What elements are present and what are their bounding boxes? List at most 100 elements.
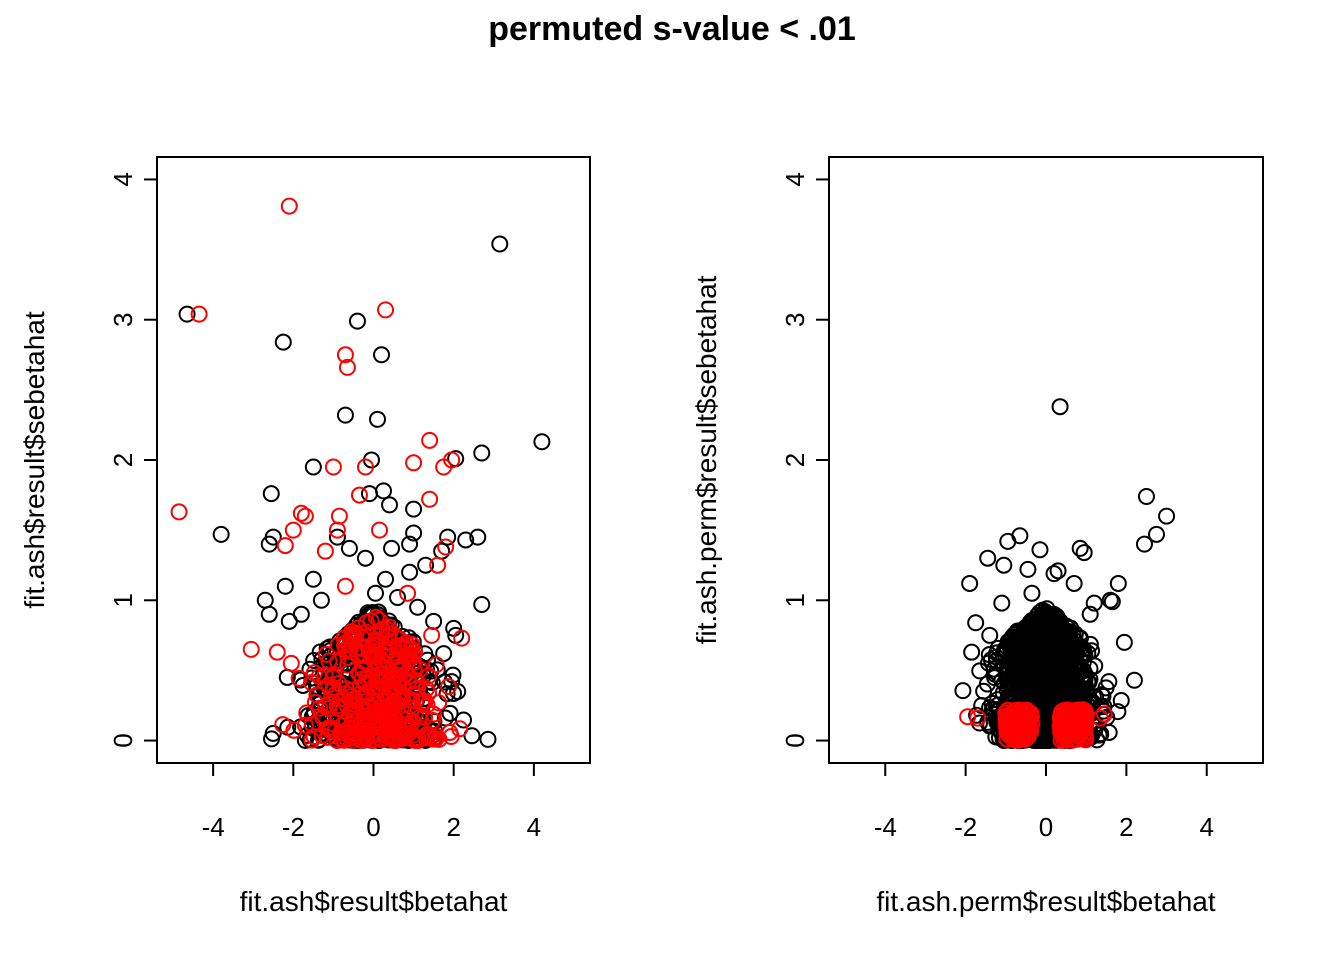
left-non-significant-point (304, 570, 322, 588)
left-y-axis: 0 1 2 3 4 (108, 172, 157, 748)
left-significant-point (350, 486, 368, 504)
right-non-significant-point (1000, 658, 1018, 676)
left-non-significant-point (336, 406, 354, 424)
right-significant-point (1063, 723, 1081, 741)
left-significant-point (373, 620, 391, 638)
right-significant-point (1075, 726, 1093, 744)
right-x-tick-label: 2 (1119, 812, 1133, 842)
left-significant-point (325, 678, 343, 696)
left-significant-point (190, 305, 208, 323)
left-non-significant-point (417, 556, 435, 574)
left-significant-point (397, 689, 415, 707)
left-significant-point (305, 728, 323, 746)
left-non-significant-point (304, 458, 322, 476)
right-non-significant-point (1071, 639, 1089, 657)
right-significant-point (1060, 704, 1078, 722)
left-significant-point (387, 693, 405, 711)
right-non-significant-point (1135, 535, 1153, 553)
right-non-significant-point (1081, 660, 1099, 678)
left-x-tick-label: 0 (366, 812, 380, 842)
left-significant-point (330, 674, 348, 692)
left-x-axis-label: fit.ash$result$betahat (240, 886, 508, 917)
left-y-tick-label: 2 (108, 453, 138, 467)
right-non-significant-point (1020, 665, 1038, 683)
left-y-tick-label: 0 (108, 733, 138, 747)
left-significant-point (337, 641, 355, 659)
left-significant-point (400, 722, 418, 740)
right-non-significant-point (1125, 671, 1143, 689)
left-significant-point (329, 653, 347, 671)
right-non-significant-point (1031, 541, 1049, 559)
left-significant-point (380, 665, 398, 683)
right-significant-point (969, 709, 987, 727)
left-non-significant-point (469, 528, 487, 546)
left-significant-point (426, 730, 444, 748)
right-non-significant-point (1051, 398, 1069, 416)
left-significant-point (317, 697, 335, 715)
left-non-significant-point (373, 346, 391, 364)
right-non-significant-point (993, 594, 1011, 612)
left-non-significant-point (260, 535, 278, 553)
right-non-significant-point (1101, 591, 1119, 609)
left-significant-point (398, 648, 416, 666)
right-non-significant-point (1070, 629, 1088, 647)
left-non-significant-point (340, 539, 358, 557)
right-non-significant-point (1112, 692, 1130, 710)
left-non-significant-point (439, 528, 457, 546)
left-significant-point (320, 700, 338, 718)
right-non-significant-point (1103, 593, 1121, 611)
left-significant-point (424, 705, 442, 723)
left-significant-point (377, 301, 395, 319)
left-non-significant-point (441, 704, 459, 722)
left-significant-point (371, 671, 389, 689)
left-significant-point (453, 629, 471, 647)
left-significant-point (437, 538, 455, 556)
left-significant-point (388, 712, 406, 730)
left-significant-point (337, 695, 355, 713)
left-significant-point (296, 507, 314, 525)
left-non-significant-point (435, 673, 453, 691)
right-plot-points (954, 398, 1176, 750)
right-non-significant-point (1066, 648, 1084, 666)
left-non-significant-point (405, 500, 423, 518)
left-non-significant-point (377, 570, 395, 588)
left-non-significant-point (328, 528, 346, 546)
left-plot-points (170, 197, 551, 750)
left-significant-point (336, 577, 354, 595)
left-non-significant-point (457, 531, 475, 549)
right-significant-point (1055, 722, 1073, 740)
left-non-significant-point (449, 682, 467, 700)
right-significant-point (959, 708, 977, 726)
right-non-significant-point (1069, 659, 1087, 677)
left-significant-point (170, 503, 188, 521)
right-non-significant-point (999, 532, 1017, 550)
left-y-tick-label: 4 (108, 172, 138, 186)
right-non-significant-point (1054, 638, 1072, 656)
left-significant-point (404, 726, 422, 744)
left-non-significant-point (348, 312, 366, 330)
left-non-significant-point (260, 605, 278, 623)
left-significant-point (268, 643, 286, 661)
left-significant-point (359, 638, 377, 656)
left-significant-point (423, 626, 441, 644)
right-non-significant-point (1045, 565, 1063, 583)
left-significant-point (386, 627, 404, 645)
right-x-tick-label: -4 (874, 812, 897, 842)
left-significant-point (296, 716, 314, 734)
right-non-significant-point (1085, 594, 1103, 612)
left-significant-point (379, 723, 397, 741)
right-non-significant-point (1066, 676, 1084, 694)
left-significant-point (389, 661, 407, 679)
left-significant-point (435, 458, 453, 476)
left-significant-point (305, 664, 323, 682)
right-non-significant-point (1071, 539, 1089, 557)
left-significant-point (316, 542, 334, 560)
right-non-significant-point (1148, 525, 1166, 543)
left-non-significant-point (276, 577, 294, 595)
left-non-significant-point (367, 584, 385, 602)
right-significant-point (1002, 720, 1020, 738)
left-significant-point (359, 698, 377, 716)
right-y-axis: 0 1 2 3 4 (780, 172, 829, 748)
right-non-significant-point (1158, 507, 1176, 525)
left-non-significant-point (312, 591, 330, 609)
